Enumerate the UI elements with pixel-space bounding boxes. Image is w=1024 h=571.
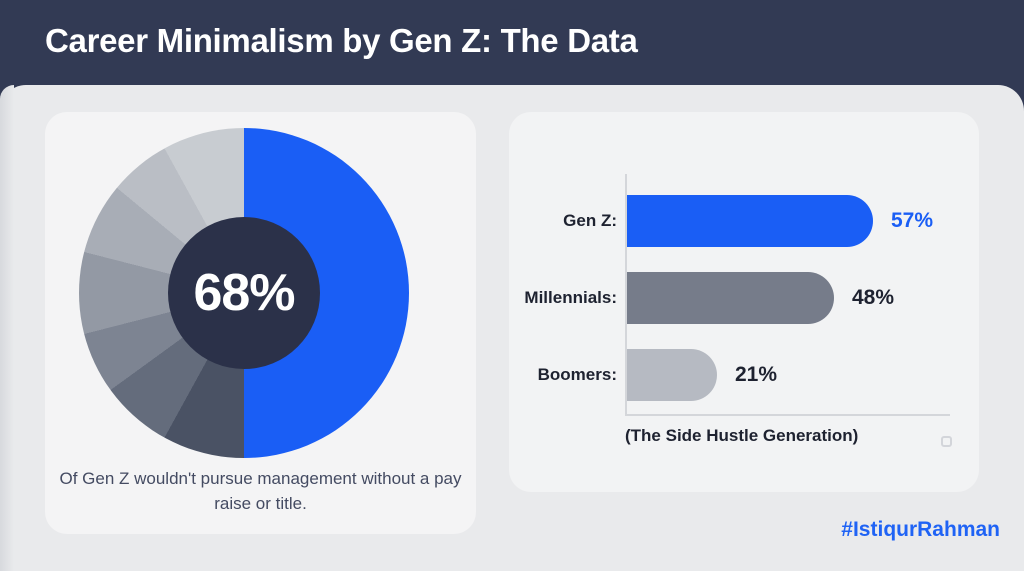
- bar-row: Gen Z: 57%: [509, 190, 979, 252]
- bar-row: Boomers: 21%: [509, 344, 979, 406]
- bar-value-label: 21%: [735, 363, 778, 386]
- donut-center: 68%: [168, 217, 320, 369]
- donut-chart-card: 68% Of Gen Z wouldn't pursue management …: [45, 112, 476, 534]
- bar-chart-card: Gen Z: 57% Millennials: 48% Boomers: 21%: [509, 112, 979, 492]
- bar-value-label: 57%: [891, 209, 934, 232]
- bar-category-label: Millennials:: [524, 288, 617, 307]
- bar-track: [627, 195, 907, 247]
- rounded-square-icon: [941, 436, 952, 447]
- header-bar: Career Minimalism by Gen Z: The Data: [0, 0, 1024, 92]
- bar-category-label: Gen Z:: [563, 211, 617, 230]
- bar-track: [627, 349, 907, 401]
- page-title: Career Minimalism by Gen Z: The Data: [45, 22, 638, 59]
- bar-fill: [627, 195, 873, 247]
- bar-track: [627, 272, 907, 324]
- bar-chart-caption: (The Side Hustle Generation): [625, 426, 859, 445]
- hashtag-credit: #IstiqurRahman: [841, 518, 1000, 541]
- bar-category-label: Boomers:: [537, 365, 617, 384]
- bar-value-label: 48%: [852, 286, 895, 309]
- bar-chart: Gen Z: 57% Millennials: 48% Boomers: 21%: [509, 112, 979, 492]
- donut-center-value: 68%: [193, 264, 295, 322]
- donut-caption: Of Gen Z wouldn't pursue management with…: [59, 469, 462, 513]
- bar-fill: [627, 272, 834, 324]
- x-axis-line: [625, 414, 950, 416]
- donut-chart: 68%: [79, 128, 409, 458]
- y-axis-line: [625, 174, 627, 415]
- bar-fill: [627, 349, 717, 401]
- bar-row: Millennials: 48%: [509, 267, 979, 329]
